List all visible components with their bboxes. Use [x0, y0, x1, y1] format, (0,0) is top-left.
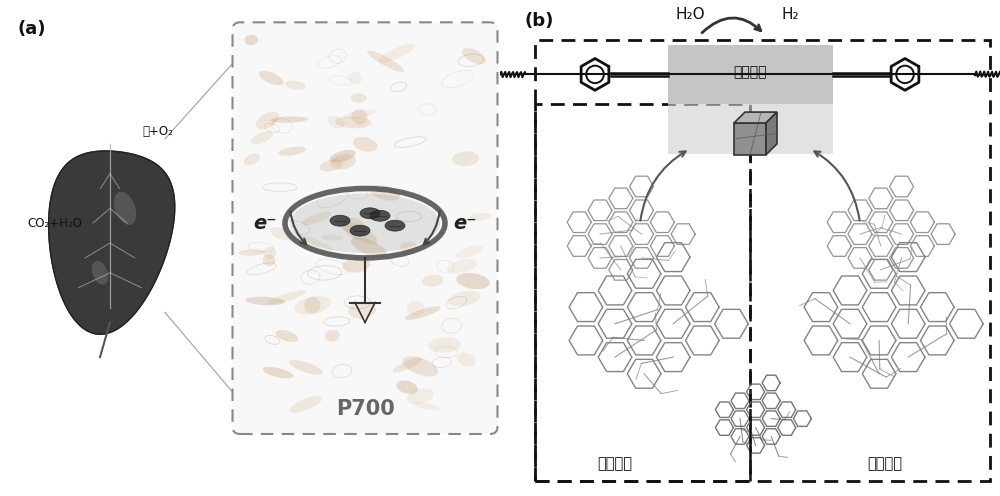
- Ellipse shape: [378, 44, 416, 63]
- FancyBboxPatch shape: [232, 22, 497, 434]
- Ellipse shape: [263, 255, 275, 266]
- Bar: [668, 104, 832, 154]
- Text: e⁻: e⁻: [453, 214, 477, 233]
- Ellipse shape: [251, 131, 273, 144]
- Ellipse shape: [428, 337, 461, 353]
- Ellipse shape: [327, 116, 345, 128]
- Polygon shape: [766, 112, 777, 155]
- Ellipse shape: [400, 242, 418, 255]
- Ellipse shape: [422, 275, 443, 287]
- Ellipse shape: [329, 150, 356, 163]
- Ellipse shape: [452, 151, 479, 166]
- Ellipse shape: [92, 261, 108, 285]
- Ellipse shape: [114, 191, 136, 225]
- Ellipse shape: [320, 159, 343, 172]
- Ellipse shape: [407, 301, 425, 316]
- Polygon shape: [734, 112, 777, 123]
- Bar: [535, 104, 750, 481]
- Text: (b): (b): [525, 12, 554, 30]
- Ellipse shape: [264, 247, 276, 259]
- Ellipse shape: [350, 225, 370, 236]
- Ellipse shape: [353, 137, 378, 152]
- Ellipse shape: [340, 221, 377, 244]
- Text: H₂: H₂: [781, 7, 799, 22]
- Ellipse shape: [351, 109, 368, 124]
- Ellipse shape: [404, 307, 441, 320]
- Ellipse shape: [350, 93, 367, 103]
- Ellipse shape: [331, 154, 356, 170]
- Ellipse shape: [385, 220, 405, 231]
- Ellipse shape: [413, 402, 440, 410]
- Text: 糖+O₂: 糖+O₂: [143, 125, 173, 138]
- Ellipse shape: [285, 81, 306, 90]
- Ellipse shape: [294, 235, 333, 251]
- Ellipse shape: [348, 302, 376, 319]
- Ellipse shape: [456, 273, 490, 289]
- Text: P700: P700: [336, 399, 394, 419]
- Ellipse shape: [343, 218, 363, 234]
- Ellipse shape: [244, 35, 258, 45]
- Ellipse shape: [256, 112, 279, 129]
- Ellipse shape: [455, 245, 484, 258]
- Ellipse shape: [393, 358, 422, 372]
- Ellipse shape: [263, 367, 293, 378]
- Text: (a): (a): [18, 20, 46, 38]
- Ellipse shape: [370, 210, 390, 221]
- Ellipse shape: [351, 237, 387, 257]
- Ellipse shape: [289, 360, 323, 374]
- Ellipse shape: [268, 291, 306, 304]
- Ellipse shape: [324, 330, 340, 342]
- Ellipse shape: [270, 117, 308, 123]
- Ellipse shape: [469, 213, 491, 220]
- Ellipse shape: [462, 48, 485, 64]
- Ellipse shape: [302, 211, 331, 225]
- Text: H₂O: H₂O: [675, 7, 705, 22]
- Polygon shape: [734, 123, 766, 155]
- Ellipse shape: [330, 215, 350, 226]
- Ellipse shape: [238, 249, 265, 256]
- Ellipse shape: [304, 297, 321, 313]
- Ellipse shape: [457, 353, 476, 367]
- Ellipse shape: [407, 388, 434, 404]
- Ellipse shape: [348, 72, 362, 84]
- Text: 电子供体: 电子供体: [598, 456, 633, 471]
- Text: e⁻: e⁻: [253, 214, 277, 233]
- Bar: [668, 45, 832, 104]
- Ellipse shape: [290, 396, 322, 413]
- Ellipse shape: [335, 116, 371, 128]
- Ellipse shape: [343, 110, 376, 119]
- Ellipse shape: [447, 259, 478, 274]
- Text: 电子供体: 电子供体: [868, 456, 902, 471]
- Bar: [535, 40, 990, 481]
- Ellipse shape: [276, 330, 298, 342]
- Ellipse shape: [322, 235, 342, 241]
- Ellipse shape: [367, 51, 404, 72]
- Text: CO₂+H₂O: CO₂+H₂O: [28, 217, 82, 230]
- Ellipse shape: [294, 296, 331, 314]
- Ellipse shape: [448, 291, 480, 306]
- Ellipse shape: [360, 208, 380, 219]
- Ellipse shape: [342, 257, 371, 273]
- Ellipse shape: [278, 147, 306, 156]
- Ellipse shape: [370, 185, 400, 201]
- Polygon shape: [49, 151, 175, 334]
- Ellipse shape: [396, 380, 418, 394]
- Text: 电子受体: 电子受体: [733, 65, 767, 79]
- Ellipse shape: [245, 297, 285, 305]
- Ellipse shape: [290, 193, 440, 253]
- Ellipse shape: [270, 227, 292, 240]
- Ellipse shape: [244, 153, 260, 165]
- Ellipse shape: [403, 356, 438, 376]
- Ellipse shape: [259, 71, 283, 85]
